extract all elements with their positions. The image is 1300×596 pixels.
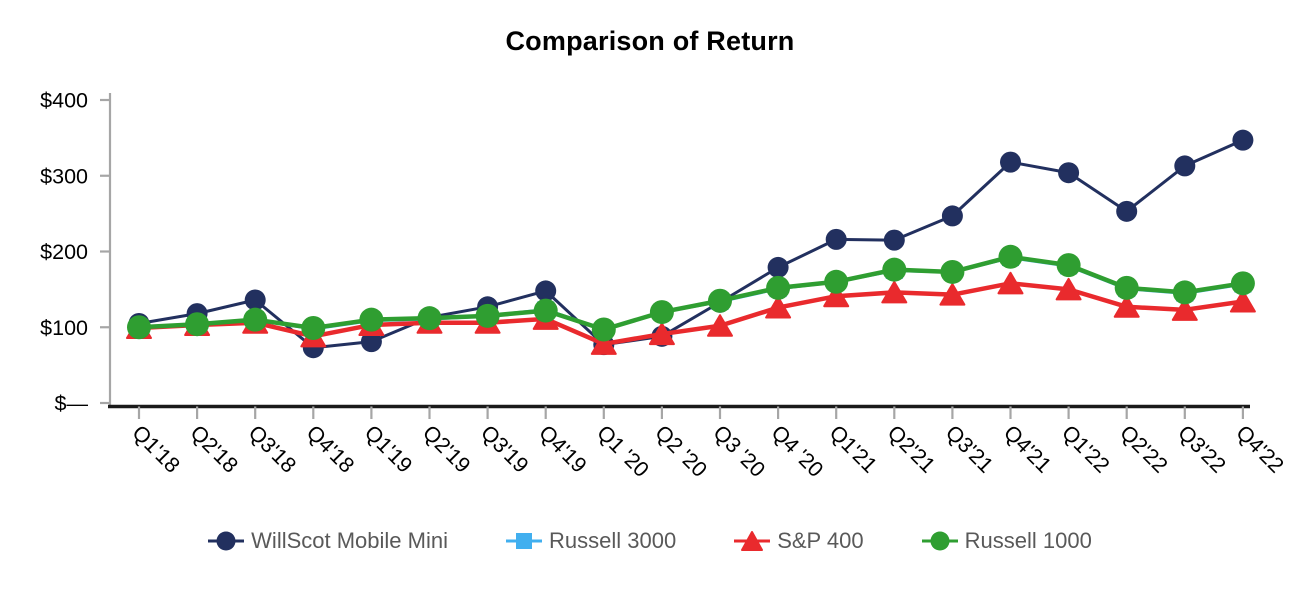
x-axis: Q1'18 Q2'18 Q3'18 Q4'18 Q1'19 Q2'19 Q3'19 Q4'19… xyxy=(108,404,1288,482)
data-point-marker xyxy=(243,307,268,332)
data-point-marker xyxy=(1232,129,1254,151)
chart-title: Comparison of Return xyxy=(505,26,795,56)
data-point-marker xyxy=(649,300,674,325)
x-axis-label: Q3 '20 xyxy=(708,421,769,482)
x-axis-label: Q2'22 xyxy=(1115,421,1172,478)
series-s-p-400 xyxy=(126,271,1256,355)
data-point-marker xyxy=(765,296,792,319)
data-point-marker xyxy=(127,315,151,340)
data-point-marker xyxy=(1114,275,1139,300)
legend-marker-shape xyxy=(741,531,764,551)
data-point-marker xyxy=(825,228,847,250)
x-axis-label: Q1'19 xyxy=(360,421,417,478)
data-point-marker xyxy=(940,259,965,284)
data-point-marker xyxy=(1055,277,1082,301)
y-axis-label: $— xyxy=(55,392,89,416)
x-axis-label: Q2'18 xyxy=(186,421,243,478)
data-point-marker xyxy=(823,284,850,308)
legend-label: WillScot Mobile Mini xyxy=(251,528,448,553)
x-axis-label: Q4'22 xyxy=(1231,421,1288,478)
data-point-marker xyxy=(244,289,266,311)
legend-marker-shape xyxy=(516,533,532,549)
legend-item-russell-1000: Russell 1000 xyxy=(921,528,1092,554)
legend-item-russell-3000: Russell 3000 xyxy=(506,528,676,554)
x-axis-label: Q3'22 xyxy=(1173,421,1230,478)
data-point-marker xyxy=(301,316,326,341)
data-point-marker xyxy=(417,306,442,331)
data-point-marker xyxy=(1174,155,1196,177)
chart-legend: WillScot Mobile Mini Russell 3000 S&P 40… xyxy=(0,524,1300,558)
x-axis-label: Q1'18 xyxy=(127,421,184,478)
x-axis-label: Q4'19 xyxy=(534,421,591,478)
data-point-marker xyxy=(1113,295,1140,318)
data-point-marker xyxy=(1000,151,1021,173)
data-point-marker xyxy=(707,314,733,337)
data-point-marker xyxy=(1229,289,1256,313)
y-axis-label: $400 xyxy=(40,89,88,113)
data-point-marker xyxy=(359,307,384,332)
data-point-marker xyxy=(766,275,791,300)
data-point-marker xyxy=(708,288,732,313)
data-point-marker xyxy=(881,280,908,304)
navy-circle-marker-icon xyxy=(208,531,245,551)
data-point-marker xyxy=(824,269,849,294)
legend-marker-shape xyxy=(930,531,950,551)
x-axis-label: Q4 '20 xyxy=(767,421,828,482)
data-point-marker xyxy=(360,331,382,353)
y-axis-label: $100 xyxy=(40,316,88,340)
data-point-marker xyxy=(998,244,1023,269)
series-russell-1000 xyxy=(127,244,1255,342)
x-axis-label: Q3'18 xyxy=(244,421,301,478)
data-point-marker xyxy=(883,229,905,251)
data-point-marker xyxy=(533,298,558,323)
legend-item-sp-400: S&P 400 xyxy=(734,528,864,554)
data-point-marker xyxy=(535,280,557,302)
y-axis-label: $300 xyxy=(40,164,88,188)
legend-label: Russell 3000 xyxy=(549,528,677,553)
x-axis-label: Q2'21 xyxy=(883,421,940,478)
legend-label: Russell 1000 xyxy=(964,528,1092,553)
y-axis: $— $100 $200 $300 $400 xyxy=(40,89,112,416)
legend-label: S&P 400 xyxy=(777,528,864,553)
x-axis-label: Q1'21 xyxy=(825,421,882,478)
x-axis-label: Q1'22 xyxy=(1057,421,1114,478)
data-point-marker xyxy=(1116,200,1138,222)
x-axis-label: Q1 '20 xyxy=(592,421,653,482)
data-point-marker xyxy=(591,317,616,342)
data-point-marker xyxy=(1172,280,1197,305)
legend-item-willscot-mobile-mini: WillScot Mobile Mini xyxy=(208,528,448,554)
data-point-marker xyxy=(882,257,907,282)
data-point-marker xyxy=(1171,298,1198,321)
data-point-marker xyxy=(997,271,1024,295)
legend-marker-shape xyxy=(216,531,236,551)
x-axis-label: Q2 '20 xyxy=(650,421,711,482)
blue-square-marker-icon xyxy=(506,533,542,549)
data-point-marker xyxy=(767,256,789,278)
data-point-marker xyxy=(185,312,210,337)
x-axis-label: Q3'21 xyxy=(941,421,998,478)
data-point-marker xyxy=(941,205,963,227)
x-axis-label: Q4'21 xyxy=(999,421,1056,478)
data-point-marker xyxy=(590,332,617,355)
y-axis-label: $200 xyxy=(40,240,88,264)
green-circle-marker-icon xyxy=(921,531,958,551)
x-axis-label: Q4'18 xyxy=(302,421,359,478)
x-axis-label: Q2'19 xyxy=(418,421,475,478)
data-point-marker xyxy=(648,322,675,346)
data-point-marker xyxy=(1056,253,1081,278)
data-point-marker xyxy=(475,303,500,328)
data-point-marker xyxy=(939,283,966,306)
data-point-marker xyxy=(1058,162,1080,184)
x-axis-label: Q3'19 xyxy=(476,421,533,478)
data-point-marker xyxy=(1230,271,1255,296)
red-triangle-marker-icon xyxy=(734,531,771,551)
